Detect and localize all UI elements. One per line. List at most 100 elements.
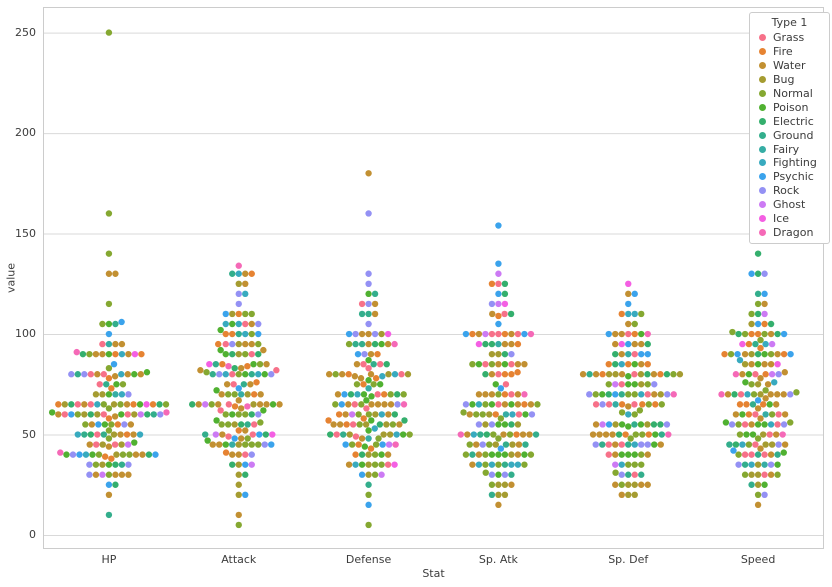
swarm-point <box>105 391 113 398</box>
swarm-point <box>225 362 232 370</box>
swarm-point <box>625 461 632 468</box>
swarm-point <box>488 391 496 398</box>
swarm-point <box>612 330 619 338</box>
swarm-point <box>242 427 249 434</box>
swarm-point <box>358 330 366 338</box>
swarm-point <box>764 381 772 388</box>
swarm-point <box>754 421 762 428</box>
swarm-point <box>605 371 613 378</box>
swarm-point <box>130 401 137 408</box>
swarm-point <box>631 391 638 398</box>
swarm-point <box>398 371 405 378</box>
swarm-point <box>466 441 473 448</box>
swarm-point <box>105 350 113 358</box>
swarm-point <box>358 310 366 318</box>
swarm-point <box>644 481 651 488</box>
swarm-point <box>631 310 638 318</box>
swarm-point <box>759 401 767 408</box>
swarm-point <box>508 481 515 488</box>
swarm-point <box>636 407 644 414</box>
swarm-point <box>393 431 400 438</box>
swarm-point <box>345 340 353 348</box>
swarm-point <box>209 371 216 378</box>
swarm-point <box>351 401 358 408</box>
swarm-point <box>761 451 768 458</box>
swarm-point <box>367 350 375 358</box>
swarm-point <box>345 371 352 378</box>
swarm-point <box>250 401 257 408</box>
swarm-point <box>495 320 502 328</box>
swarm-point <box>372 375 380 382</box>
swarm-point <box>761 491 768 499</box>
swarm-point <box>612 340 619 348</box>
swarm-point <box>235 371 242 378</box>
legend-item-label: Fire <box>773 45 793 59</box>
swarm-point <box>775 411 782 418</box>
swarm-point <box>780 350 788 358</box>
swarm-point <box>772 431 780 438</box>
swarm-point <box>509 441 516 448</box>
swarm-point <box>231 391 238 398</box>
legend-swatch-icon <box>759 159 766 167</box>
swarm-point <box>92 391 100 398</box>
swarm-point <box>638 391 645 398</box>
swarm-point <box>345 330 353 338</box>
swarm-point <box>255 411 262 418</box>
swarm-point <box>222 441 229 448</box>
swarm-point <box>631 471 638 478</box>
swarm-point <box>237 391 245 398</box>
swarm-point <box>464 431 471 438</box>
swarm-point <box>371 290 379 298</box>
swarm-point <box>111 373 119 380</box>
swarm-point <box>100 371 108 378</box>
swarm-point <box>216 371 223 378</box>
swarm-point <box>118 461 126 468</box>
swarm-point <box>394 401 401 408</box>
swarm-point <box>105 405 113 412</box>
swarm-point <box>736 401 744 408</box>
swarm-point <box>631 320 638 328</box>
swarm-point <box>74 431 82 438</box>
swarm-point <box>218 391 225 398</box>
swarm-point <box>757 336 764 344</box>
swarm-point <box>86 461 93 468</box>
y-tick-label: 200 <box>15 126 36 140</box>
swarm-point <box>383 421 390 428</box>
swarm-point <box>469 461 476 468</box>
swarm-point <box>55 401 62 408</box>
swarm-point <box>787 350 794 358</box>
swarm-point <box>219 431 226 438</box>
swarm-point <box>618 491 625 499</box>
swarm-point <box>761 360 768 368</box>
swarm-point <box>501 371 509 378</box>
swarm-point <box>334 391 342 398</box>
swarm-point <box>502 381 510 388</box>
swarm-point <box>391 371 399 378</box>
swarm-point <box>495 481 502 488</box>
swarm-point <box>374 391 381 398</box>
swarm-point <box>612 360 619 368</box>
x-tick-label: Sp. Atk <box>478 553 518 566</box>
swarm-point <box>370 381 377 388</box>
swarm-point <box>501 481 509 488</box>
swarm-point <box>381 401 388 408</box>
swarm-point <box>761 481 768 488</box>
legend-item-label: Ice <box>773 212 790 226</box>
swarm-point <box>250 360 257 368</box>
swarm-point <box>501 310 508 318</box>
swarm-point <box>521 401 528 408</box>
swarm-point <box>766 431 773 438</box>
swarm-point <box>488 371 496 378</box>
legend-item-label: Dragon <box>773 225 814 239</box>
swarm-point <box>589 431 597 438</box>
swarm-point <box>625 360 632 368</box>
swarm-point <box>143 369 151 376</box>
swarm-point <box>650 371 658 378</box>
swarm-point <box>534 401 541 408</box>
swarm-point <box>750 391 758 398</box>
swarm-point <box>257 391 264 398</box>
swarm-point <box>495 360 502 368</box>
swarm-point <box>365 290 372 298</box>
swarm-point <box>501 451 509 458</box>
